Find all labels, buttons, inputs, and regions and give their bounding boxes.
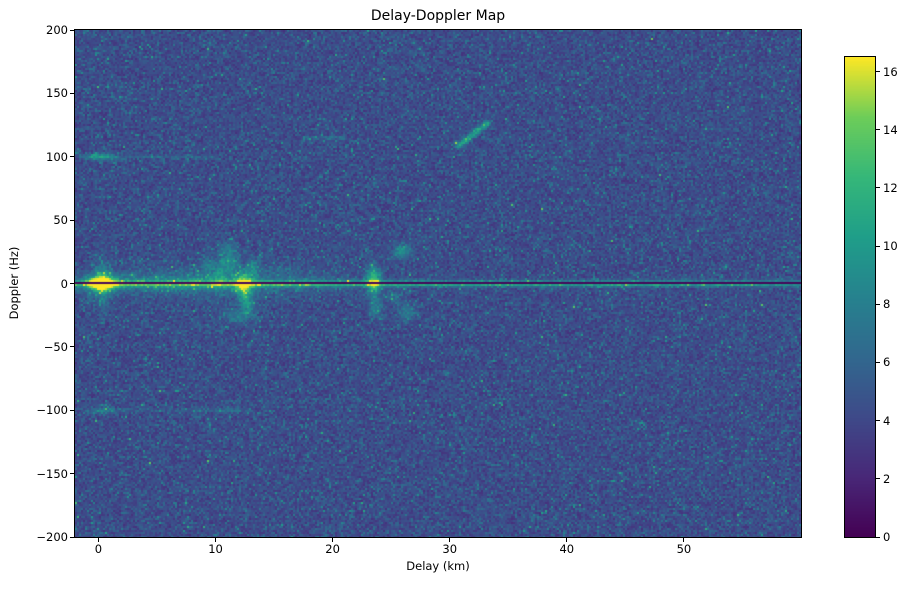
x-tick-mark [97, 538, 99, 542]
y-tick-mark [70, 409, 74, 411]
colorbar-tick-mark [876, 71, 880, 73]
x-tick-mark [449, 538, 451, 542]
y-tick-label: −100 [36, 403, 68, 418]
y-tick-mark [70, 536, 74, 538]
x-tick-label: 10 [208, 542, 223, 556]
colorbar-tick-mark [876, 303, 880, 305]
y-tick-label: 100 [46, 149, 68, 164]
y-tick-mark [70, 156, 74, 158]
y-tick-mark [70, 283, 74, 284]
y-tick-mark [70, 29, 74, 31]
x-tick-label: 30 [442, 542, 458, 556]
x-tick-mark [215, 538, 217, 542]
colorbar-tick-label: 4 [883, 413, 891, 428]
colorbar [844, 56, 876, 538]
y-tick-label: 0 [60, 276, 68, 291]
plot-canvas [75, 30, 801, 537]
colorbar-tick-mark [876, 245, 880, 247]
colorbar-tick-mark [876, 361, 880, 363]
y-tick-mark [70, 92, 74, 94]
y-tick-label: −150 [36, 466, 68, 481]
colorbar-tick-mark [876, 420, 880, 422]
colorbar-tick-label: 12 [883, 180, 898, 195]
colorbar-tick-label: 16 [883, 64, 898, 79]
colorbar-tick-label: 0 [883, 530, 891, 544]
chart-title: Delay-Doppler Map [370, 8, 506, 24]
x-tick-mark [332, 538, 334, 542]
colorbar-tick-label: 8 [883, 297, 891, 312]
y-tick-label: 150 [46, 86, 68, 101]
x-tick-mark [566, 538, 568, 542]
colorbar-canvas [845, 57, 875, 537]
x-axis-label: Delay (km) [406, 559, 470, 573]
x-tick-label: 0 [94, 542, 103, 556]
y-tick-mark [70, 346, 74, 348]
x-tick-label: 50 [676, 542, 692, 556]
x-tick-mark [683, 538, 685, 542]
colorbar-tick-label: 6 [883, 355, 891, 370]
colorbar-tick-mark [876, 536, 880, 538]
colorbar-tick-label: 2 [883, 471, 891, 486]
y-tick-label: −50 [43, 339, 68, 354]
colorbar-tick-mark [876, 478, 880, 480]
y-axis-label: Doppler (Hz) [7, 246, 21, 320]
colorbar-tick-mark [876, 187, 880, 189]
colorbar-tick-label: 10 [883, 239, 898, 254]
y-tick-mark [70, 219, 74, 221]
y-tick-label: 200 [46, 23, 68, 37]
y-tick-label: −200 [36, 530, 68, 544]
x-tick-label: 40 [559, 542, 575, 556]
colorbar-tick-label: 14 [883, 122, 898, 137]
y-tick-label: 50 [53, 213, 68, 228]
colorbar-tick-mark [876, 129, 880, 131]
plot-area [74, 29, 802, 538]
x-tick-label: 20 [325, 542, 340, 556]
y-tick-mark [70, 473, 74, 475]
